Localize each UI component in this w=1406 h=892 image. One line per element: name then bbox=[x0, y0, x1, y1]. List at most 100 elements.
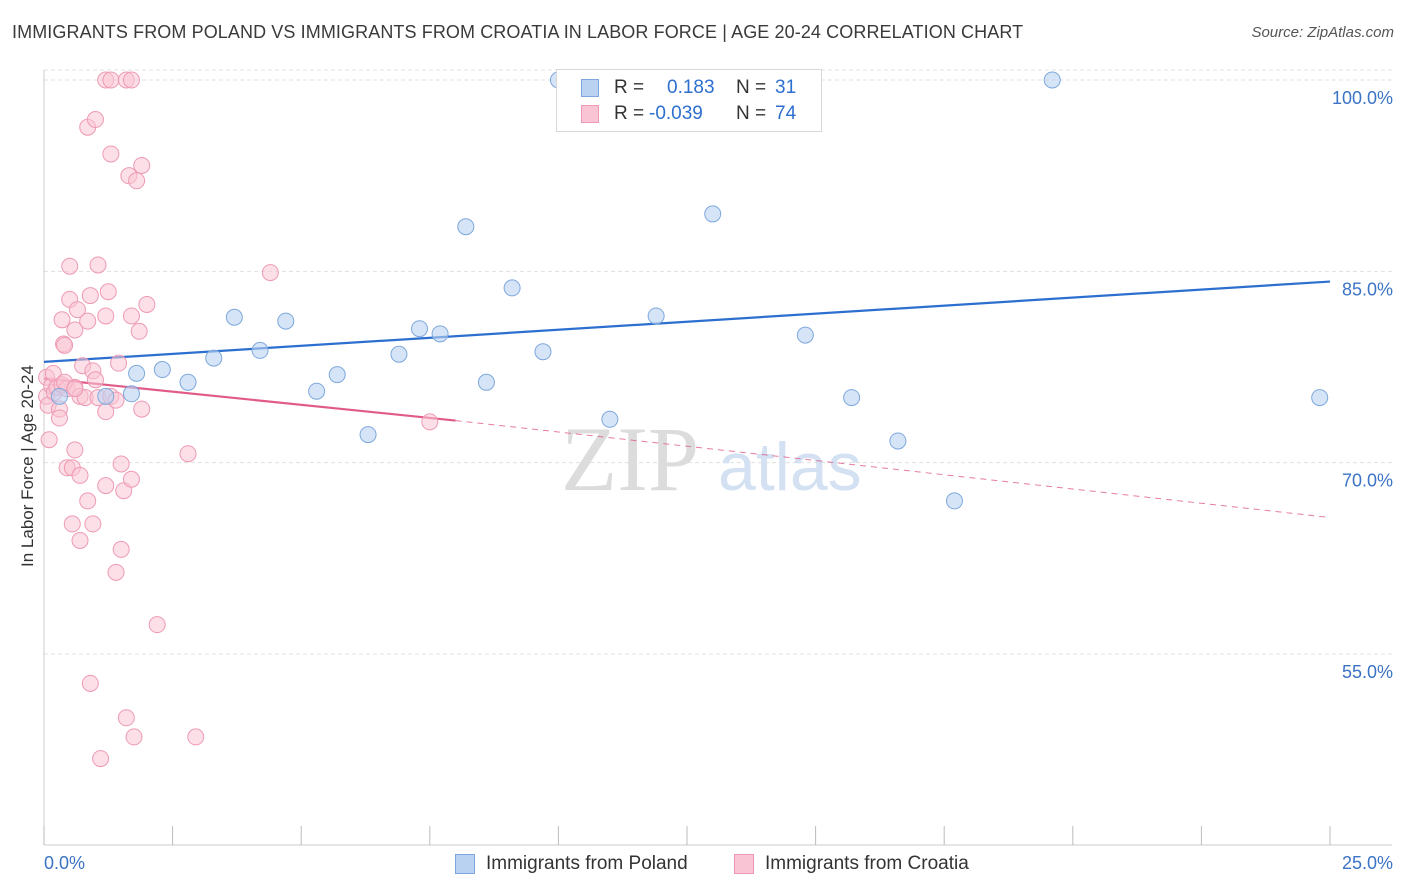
poland-r-value: 0.183 bbox=[667, 77, 715, 98]
chart-title: IMMIGRANTS FROM POLAND VS IMMIGRANTS FRO… bbox=[12, 22, 1024, 42]
correlation-stats-box: R = 0.183 N = 31 R = -0.039 N = 74 bbox=[556, 69, 822, 132]
croatia-point bbox=[148, 616, 166, 634]
poland-n-value: 31 bbox=[775, 77, 797, 98]
croatia-trend-line-dashed bbox=[455, 420, 1331, 519]
croatia-point bbox=[112, 540, 130, 558]
croatia-r-label: R = bbox=[614, 103, 645, 124]
poland-point bbox=[457, 218, 475, 236]
poland-swatch bbox=[581, 79, 599, 97]
croatia-point bbox=[187, 728, 205, 746]
poland-point bbox=[796, 326, 814, 344]
croatia-point bbox=[86, 111, 104, 129]
croatia-point bbox=[61, 257, 79, 275]
poland-point bbox=[534, 343, 552, 361]
poland-point bbox=[205, 349, 223, 367]
croatia-point bbox=[40, 431, 58, 449]
croatia-point bbox=[71, 466, 89, 484]
poland-point bbox=[50, 387, 68, 405]
croatia-point bbox=[138, 295, 156, 313]
y-tick-labels: 55.0% 70.0% 85.0% 100.0% bbox=[1332, 88, 1393, 682]
croatia-point bbox=[133, 156, 151, 174]
croatia-point bbox=[107, 563, 125, 581]
poland-n-label: N = bbox=[736, 77, 767, 98]
legend-poland-label: Immigrants from Poland bbox=[486, 853, 688, 874]
poland-point bbox=[477, 373, 495, 391]
croatia-point bbox=[421, 413, 439, 431]
poland-r-label: R = bbox=[614, 77, 645, 98]
poland-point bbox=[1311, 389, 1329, 407]
data-points bbox=[38, 71, 1329, 768]
croatia-swatch bbox=[581, 105, 599, 123]
y-axis-label: In Labor Force | Age 20-24 bbox=[18, 365, 37, 567]
x-tick-label-min: 0.0% bbox=[44, 853, 86, 873]
watermark-zip: ZIP bbox=[561, 408, 699, 510]
croatia-point bbox=[89, 256, 107, 274]
poland-point bbox=[359, 426, 377, 444]
watermark-atlas: atlas bbox=[718, 429, 862, 505]
poland-point bbox=[431, 325, 449, 343]
croatia-point bbox=[128, 172, 146, 190]
x-tick-label-max: 25.0% bbox=[1341, 853, 1393, 873]
poland-point bbox=[704, 205, 722, 223]
croatia-point bbox=[179, 445, 197, 463]
croatia-point bbox=[68, 301, 86, 319]
legend-poland-swatch bbox=[455, 854, 475, 874]
croatia-point bbox=[56, 336, 74, 354]
croatia-point bbox=[97, 307, 115, 325]
poland-point bbox=[128, 364, 146, 382]
croatia-n-value: 74 bbox=[775, 103, 797, 124]
croatia-point bbox=[63, 515, 81, 533]
legend-croatia-label: Immigrants from Croatia bbox=[765, 853, 969, 874]
croatia-point bbox=[86, 371, 104, 389]
poland-point bbox=[122, 385, 140, 403]
poland-point bbox=[251, 341, 269, 359]
croatia-point bbox=[84, 515, 102, 533]
poland-point bbox=[647, 307, 665, 325]
croatia-point bbox=[110, 354, 128, 372]
croatia-n-label: N = bbox=[736, 103, 767, 124]
axes bbox=[43, 70, 1392, 846]
poland-point bbox=[277, 312, 295, 330]
croatia-point bbox=[81, 674, 99, 692]
legend-croatia-swatch bbox=[734, 854, 754, 874]
croatia-point bbox=[122, 71, 140, 89]
watermark: ZIP atlas bbox=[561, 408, 862, 510]
croatia-point bbox=[122, 470, 140, 488]
croatia-point bbox=[261, 264, 279, 282]
legend: Immigrants from Poland Immigrants from C… bbox=[0, 852, 1406, 878]
poland-point bbox=[601, 410, 619, 428]
croatia-point bbox=[71, 531, 89, 549]
y-tick-label: 85.0% bbox=[1342, 279, 1393, 299]
croatia-point bbox=[97, 477, 115, 495]
croatia-point bbox=[81, 287, 99, 305]
croatia-point bbox=[50, 409, 68, 427]
croatia-point bbox=[99, 283, 117, 301]
croatia-point bbox=[79, 492, 97, 510]
croatia-point bbox=[66, 321, 84, 339]
poland-point bbox=[97, 387, 115, 405]
croatia-point bbox=[66, 441, 84, 459]
croatia-point bbox=[117, 709, 135, 727]
poland-point bbox=[945, 492, 963, 510]
croatia-point bbox=[53, 311, 71, 329]
croatia-point bbox=[102, 71, 120, 89]
poland-point bbox=[179, 373, 197, 391]
croatia-point bbox=[102, 145, 120, 163]
croatia-r-value: -0.039 bbox=[649, 103, 703, 124]
croatia-point bbox=[122, 307, 140, 325]
y-tick-label: 100.0% bbox=[1332, 88, 1393, 108]
croatia-point bbox=[133, 400, 151, 418]
croatia-point bbox=[112, 455, 130, 473]
croatia-point bbox=[79, 312, 97, 330]
poland-point bbox=[411, 320, 429, 338]
poland-point bbox=[308, 382, 326, 400]
poland-point bbox=[390, 345, 408, 363]
poland-point bbox=[843, 389, 861, 407]
poland-point bbox=[328, 366, 346, 384]
gridlines bbox=[44, 69, 1392, 655]
y-tick-label: 70.0% bbox=[1342, 471, 1393, 491]
croatia-point bbox=[125, 728, 143, 746]
poland-point bbox=[153, 361, 171, 379]
source-credit: Source: ZipAtlas.com bbox=[1251, 24, 1394, 41]
